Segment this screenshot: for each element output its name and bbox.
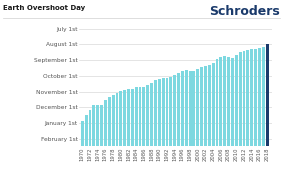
Text: Earth Overshoot Day: Earth Overshoot Day — [3, 5, 85, 11]
Bar — [212, 62, 215, 146]
Bar — [104, 100, 107, 146]
Bar — [119, 91, 122, 146]
Bar — [177, 73, 180, 146]
Bar — [173, 75, 176, 146]
Bar — [131, 89, 134, 146]
Bar — [223, 56, 226, 146]
Bar — [250, 49, 253, 146]
Bar — [246, 50, 249, 146]
Bar — [158, 79, 161, 146]
Bar — [189, 71, 192, 146]
Bar — [96, 105, 99, 146]
Bar — [93, 105, 95, 146]
Bar — [204, 66, 207, 146]
Bar — [192, 71, 195, 146]
Bar — [108, 96, 111, 146]
Bar — [231, 58, 234, 146]
Bar — [216, 59, 218, 146]
Bar — [162, 78, 165, 146]
Bar — [150, 83, 153, 146]
Bar — [181, 71, 184, 146]
Bar — [166, 78, 168, 146]
Bar — [254, 49, 257, 146]
Bar — [112, 95, 115, 146]
Bar — [258, 48, 261, 146]
Bar — [135, 87, 138, 146]
Bar — [227, 57, 230, 146]
Bar — [146, 85, 149, 146]
Text: Schroders: Schroders — [209, 5, 280, 18]
Bar — [85, 114, 88, 146]
Bar — [239, 52, 242, 146]
Bar — [185, 70, 188, 146]
Bar — [219, 57, 222, 146]
Bar — [235, 55, 238, 146]
Bar — [200, 67, 203, 146]
Bar — [81, 121, 84, 146]
Bar — [115, 93, 118, 146]
Bar — [196, 69, 199, 146]
Bar — [89, 110, 91, 146]
Bar — [142, 87, 145, 146]
Bar — [127, 89, 130, 146]
Bar — [243, 51, 245, 146]
Bar — [123, 90, 126, 146]
Bar — [266, 44, 269, 146]
Bar — [154, 80, 157, 146]
Bar — [208, 65, 211, 146]
Bar — [100, 105, 103, 146]
Bar — [170, 77, 172, 146]
Bar — [139, 87, 142, 146]
Bar — [262, 47, 265, 146]
